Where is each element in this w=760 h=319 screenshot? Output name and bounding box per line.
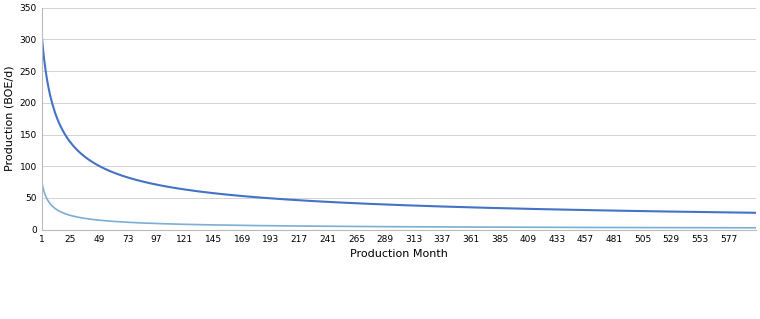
West Basin: [37, 34, 46, 38]
East Basin: [360, 225, 369, 228]
East Basin: [575, 226, 584, 229]
Line: East Basin: East Basin: [42, 182, 756, 228]
West Basin: [514, 207, 523, 211]
East Basin: [752, 226, 760, 230]
East Basin: [514, 225, 523, 229]
West Basin: [163, 185, 173, 189]
Line: West Basin: West Basin: [42, 36, 756, 213]
West Basin: [360, 202, 369, 205]
West Basin: [221, 193, 230, 197]
East Basin: [458, 225, 467, 229]
Y-axis label: Production (BOE/d): Production (BOE/d): [4, 66, 14, 172]
East Basin: [37, 180, 46, 184]
West Basin: [752, 211, 760, 215]
East Basin: [163, 222, 173, 226]
West Basin: [575, 208, 584, 212]
West Basin: [458, 205, 467, 209]
X-axis label: Production Month: Production Month: [350, 249, 448, 259]
East Basin: [221, 223, 230, 227]
